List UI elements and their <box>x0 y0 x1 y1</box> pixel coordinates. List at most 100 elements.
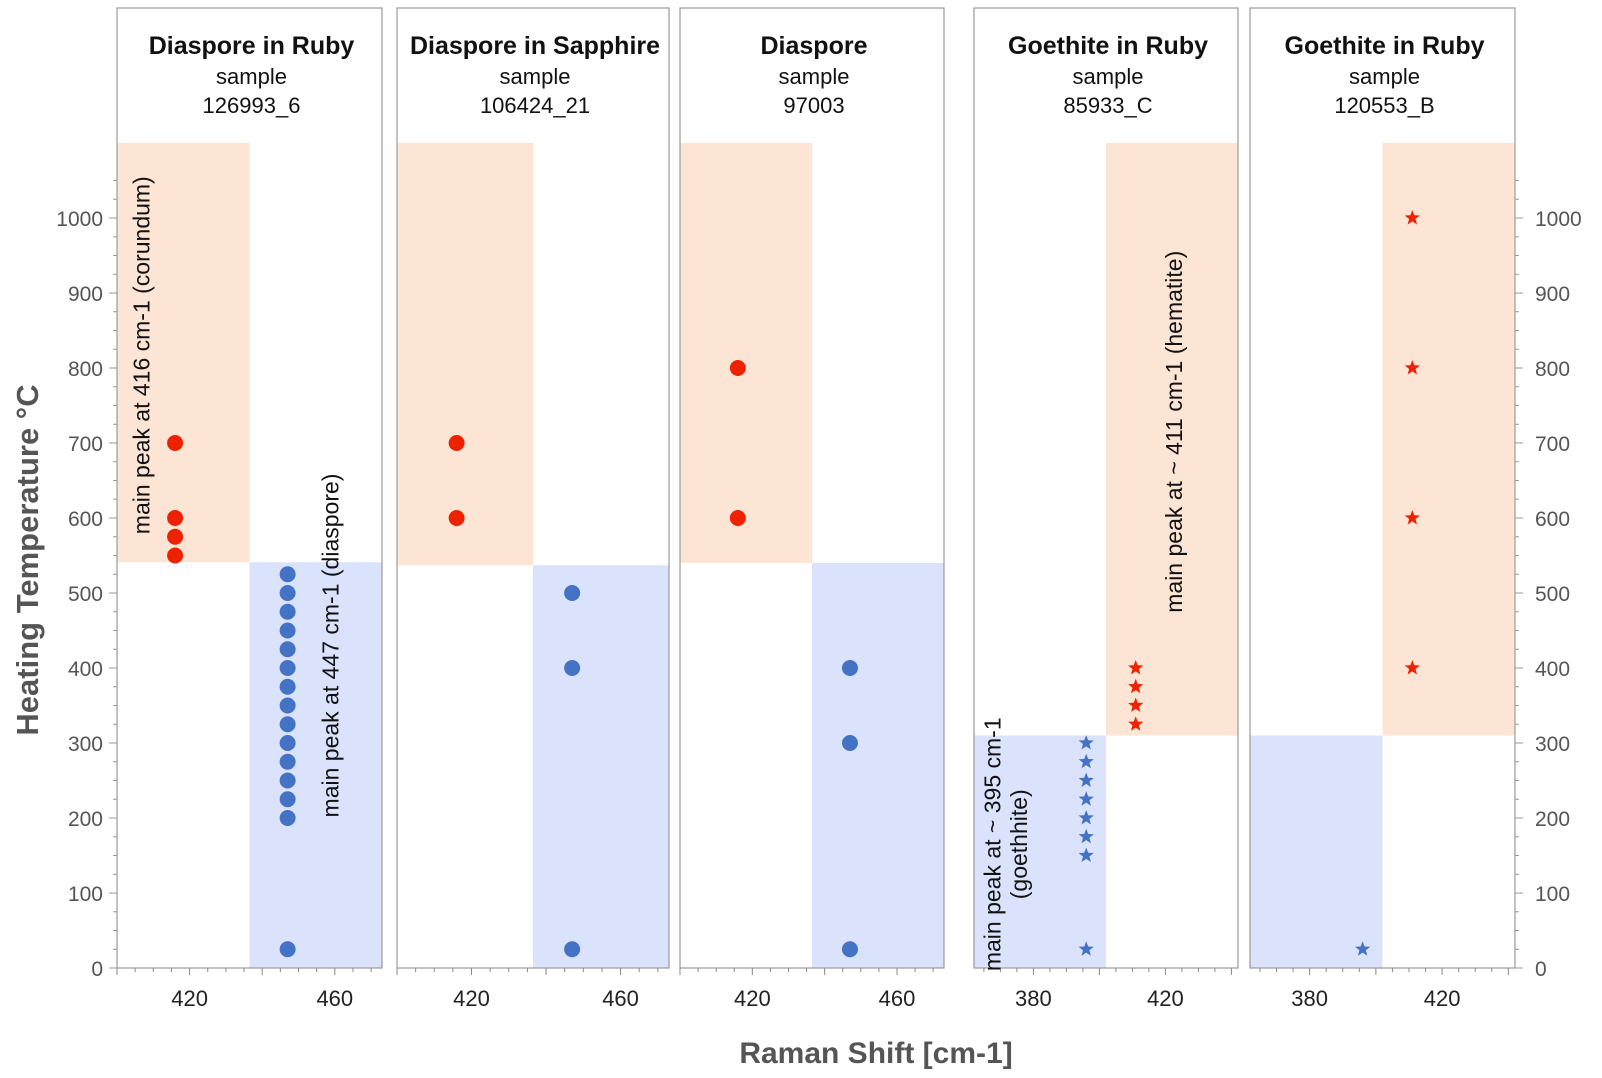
panel-subtitle: sample <box>216 64 287 89</box>
region-blue <box>1250 735 1383 968</box>
data-point-corundum <box>729 510 746 526</box>
y-tick-label-left: 900 <box>68 283 103 306</box>
annotation: main peak at 416 cm-1 (corundum) <box>129 176 155 534</box>
y-tick-label-left: 300 <box>68 733 103 756</box>
annotation: (goethhite) <box>1006 789 1032 899</box>
data-point-diaspore <box>279 678 296 695</box>
region-red <box>1382 143 1515 736</box>
x-tick-label: 420 <box>1424 986 1461 1011</box>
data-point-goethite <box>1078 772 1094 787</box>
data-point-goethite <box>1355 941 1371 956</box>
data-point-diaspore <box>279 697 296 714</box>
panel-3: 420 460 Diaspore sample 97003 <box>679 7 945 1011</box>
y-tick-label-right: 200 <box>1535 808 1570 831</box>
y-tick-label-left: 400 <box>68 658 103 681</box>
region-blue <box>249 562 382 968</box>
annotation: main peak at ~ 395 cm-1 <box>979 717 1005 971</box>
x-tick-label: 420 <box>171 986 208 1011</box>
x-tick-label: 420 <box>1147 986 1184 1011</box>
x-tick-label: 460 <box>602 986 639 1011</box>
data-point-corundum <box>167 547 184 564</box>
region-red <box>397 143 533 566</box>
annotation: main peak at 447 cm-1 (diaspore) <box>317 474 343 818</box>
region-red <box>117 143 250 563</box>
panel-frame <box>973 7 1239 969</box>
data-point-diaspore <box>279 716 296 733</box>
data-point-diaspore <box>841 941 858 958</box>
y-tick-label-right: 900 <box>1535 283 1570 306</box>
data-point-hematite <box>1404 510 1420 525</box>
x-tick-label: 380 <box>1291 986 1328 1011</box>
y-tick-label-left: 800 <box>68 358 103 381</box>
data-point-diaspore <box>279 641 296 658</box>
y-tick-label-right: 1000 <box>1535 208 1582 231</box>
data-point-hematite <box>1128 660 1144 675</box>
panel-sample-id: 126993_6 <box>203 93 301 118</box>
data-point-goethite <box>1078 941 1094 956</box>
y-tick-label-right: 800 <box>1535 358 1570 381</box>
x-tick-label: 460 <box>316 986 353 1011</box>
panel-1: 420 460 Diaspore in Ruby sample 126993_6main… <box>116 7 383 1011</box>
y-tick-label-right: 700 <box>1535 433 1570 456</box>
data-point-goethite <box>1078 735 1094 750</box>
data-point-goethite <box>1078 810 1094 825</box>
data-point-diaspore <box>279 735 296 751</box>
data-point-diaspore <box>279 753 296 770</box>
data-point-goethite <box>1078 847 1094 862</box>
panel-subtitle: sample <box>779 64 850 89</box>
x-tick-label: 380 <box>1015 986 1052 1011</box>
data-point-diaspore <box>279 791 296 808</box>
data-point-diaspore <box>279 566 296 583</box>
data-point-diaspore <box>279 622 296 639</box>
panel-title: Diaspore in Sapphire <box>410 32 660 60</box>
panel-title: Diaspore in Ruby <box>149 32 355 60</box>
panel-title: Goethite in Ruby <box>1285 32 1485 60</box>
data-point-hematite <box>1128 697 1144 712</box>
panel-4: 380 420 Goethite in Ruby sample 85933_Cmain … <box>973 7 1239 1011</box>
data-point-corundum <box>448 435 465 451</box>
panel-subtitle: sample <box>1349 64 1420 89</box>
data-point-diaspore <box>564 941 581 958</box>
panel-frame <box>116 7 383 969</box>
y-tick-label-right: 500 <box>1535 583 1570 606</box>
data-point-goethite <box>1078 791 1094 806</box>
y-axis-title: Heating Temperature °C <box>10 384 45 735</box>
panel-title: Diaspore <box>761 32 868 60</box>
data-point-hematite <box>1404 210 1420 225</box>
y-tick-label-left: 100 <box>68 883 103 906</box>
panel-sample-id: 97003 <box>783 93 844 118</box>
data-point-diaspore <box>564 585 581 601</box>
data-point-diaspore <box>279 585 296 601</box>
annotation: main peak at ~ 411 cm-1 (hematite) <box>1161 251 1187 613</box>
y-tick-label-right: 300 <box>1535 733 1570 756</box>
x-tick-label: 460 <box>879 986 916 1011</box>
x-tick-label: 420 <box>734 986 771 1011</box>
data-point-diaspore <box>279 810 296 826</box>
data-point-goethite <box>1078 753 1094 769</box>
data-point-corundum <box>729 360 746 376</box>
region-blue <box>974 735 1106 968</box>
panel-frame <box>679 7 945 969</box>
data-point-hematite <box>1404 360 1420 375</box>
data-point-diaspore <box>279 941 296 958</box>
region-blue <box>533 565 669 968</box>
data-point-diaspore <box>279 603 296 620</box>
data-point-diaspore <box>279 660 296 676</box>
y-tick-label-right: 0 <box>1535 958 1547 981</box>
y-tick-label-left: 500 <box>68 583 103 606</box>
panel-5: 380 420 Goethite in Ruby sample 120553_B <box>1249 7 1516 1011</box>
y-tick-label-left: 600 <box>68 508 103 531</box>
panel-frame <box>396 7 670 969</box>
panel-sample-id: 120553_B <box>1334 93 1434 118</box>
y-tick-label-left: 0 <box>91 958 103 981</box>
data-point-corundum <box>167 528 184 545</box>
y-tick-label-right: 400 <box>1535 658 1570 681</box>
panel-sample-id: 106424_21 <box>480 93 590 118</box>
data-point-corundum <box>167 510 184 526</box>
y-tick-label-left: 700 <box>68 433 103 456</box>
x-axis-title: Raman Shift [cm-1] <box>739 1037 1012 1070</box>
data-point-corundum <box>448 510 465 526</box>
y-tick-label-right: 600 <box>1535 508 1570 531</box>
